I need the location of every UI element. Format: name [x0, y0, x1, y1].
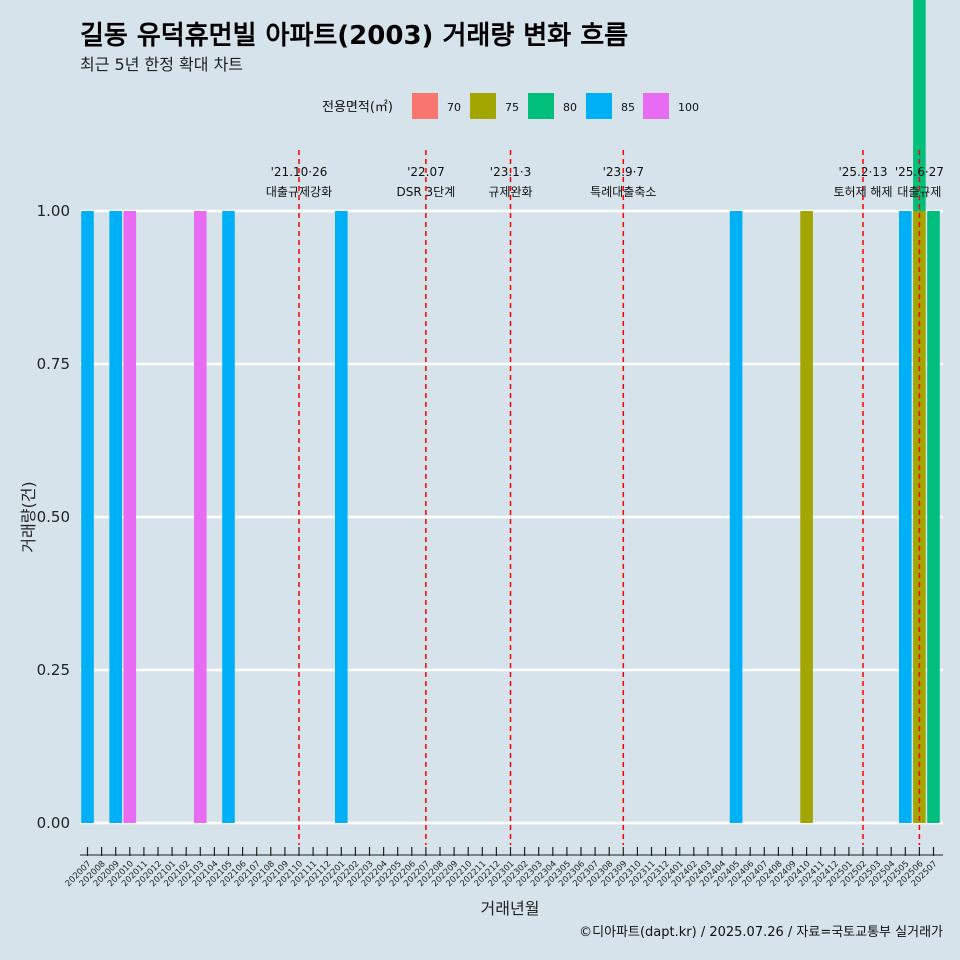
annotation-label: DSR 3단계 [397, 185, 456, 199]
annotation-label: 특례대출축소 [590, 185, 656, 199]
gridlines [80, 209, 943, 825]
y-axis: 0.00 0.25 0.50 0.75 1.00 [37, 202, 70, 832]
annotation-date: '25.6·27 [895, 165, 944, 179]
annotation-label: 대출규제 [897, 185, 941, 199]
y-tick-label: 0.25 [37, 661, 70, 679]
caption: ©디아파트(dapt.kr) / 2025.07.26 / 자료=국토교통부 실… [579, 925, 943, 940]
legend-swatch-85 [586, 93, 612, 119]
annotation-date: '23.1·3 [490, 165, 531, 179]
bar-100-202103 [194, 211, 207, 823]
legend-label-100: 100 [678, 101, 699, 114]
annotation-date: '23.9·7 [603, 165, 644, 179]
bar-85-202405 [729, 211, 743, 823]
legend-swatch-80 [528, 93, 554, 119]
annotation-label: 규제완화 [488, 185, 532, 199]
legend-label-70: 70 [447, 101, 461, 114]
bar-85-202009 [109, 211, 122, 823]
bar-85-202505 [899, 211, 912, 823]
y-tick-label: 0.50 [37, 508, 70, 526]
legend-title: 전용면적(㎡) [322, 100, 393, 115]
bar-80-202506 [913, 0, 926, 211]
bar-75-202506 [913, 211, 926, 823]
chart-title: 길동 유덕휴먼빌 아파트(2003) 거래량 변화 흐름 [80, 21, 628, 51]
bar-80-202507 [927, 211, 940, 823]
bar-85-202105 [222, 211, 235, 823]
legend-label-80: 80 [563, 101, 577, 114]
y-axis-label: 거래량(건) [19, 481, 38, 552]
bar-75-202410 [800, 211, 813, 823]
legend-label-85: 85 [621, 101, 635, 114]
bars [81, 0, 940, 823]
bar-100-202010 [123, 211, 137, 823]
y-tick-label: 1.00 [37, 202, 70, 220]
y-tick-label: 0.75 [37, 355, 70, 373]
chart-subtitle: 최근 5년 한정 확대 차트 [80, 55, 243, 74]
legend-swatch-70 [412, 93, 438, 119]
annotation-date: '22.07 [407, 165, 445, 179]
legend-swatch-100 [643, 93, 669, 119]
legend-swatch-75 [470, 93, 496, 119]
annotation-label: 대출규제강화 [266, 185, 332, 199]
bar-85-202007 [81, 211, 94, 823]
annotations: '21.10·26 대출규제강화 '22.07 DSR 3단계 '23.1·3 규제완화 '… [266, 150, 944, 845]
x-axis-label: 거래년월 [481, 899, 540, 918]
annotation-date: '21.10·26 [271, 165, 328, 179]
legend-label-75: 75 [505, 101, 519, 114]
x-axis: 2020072020082020092020102020112020122021… [64, 847, 943, 889]
legend: 전용면적(㎡) 70 75 80 85 100 [322, 93, 699, 119]
y-tick-label: 0.00 [37, 814, 70, 832]
annotation-date: '25.2·13 [838, 165, 887, 179]
annotation-label: 토허제 해제 [833, 185, 892, 199]
bar-85-202201 [335, 211, 348, 823]
